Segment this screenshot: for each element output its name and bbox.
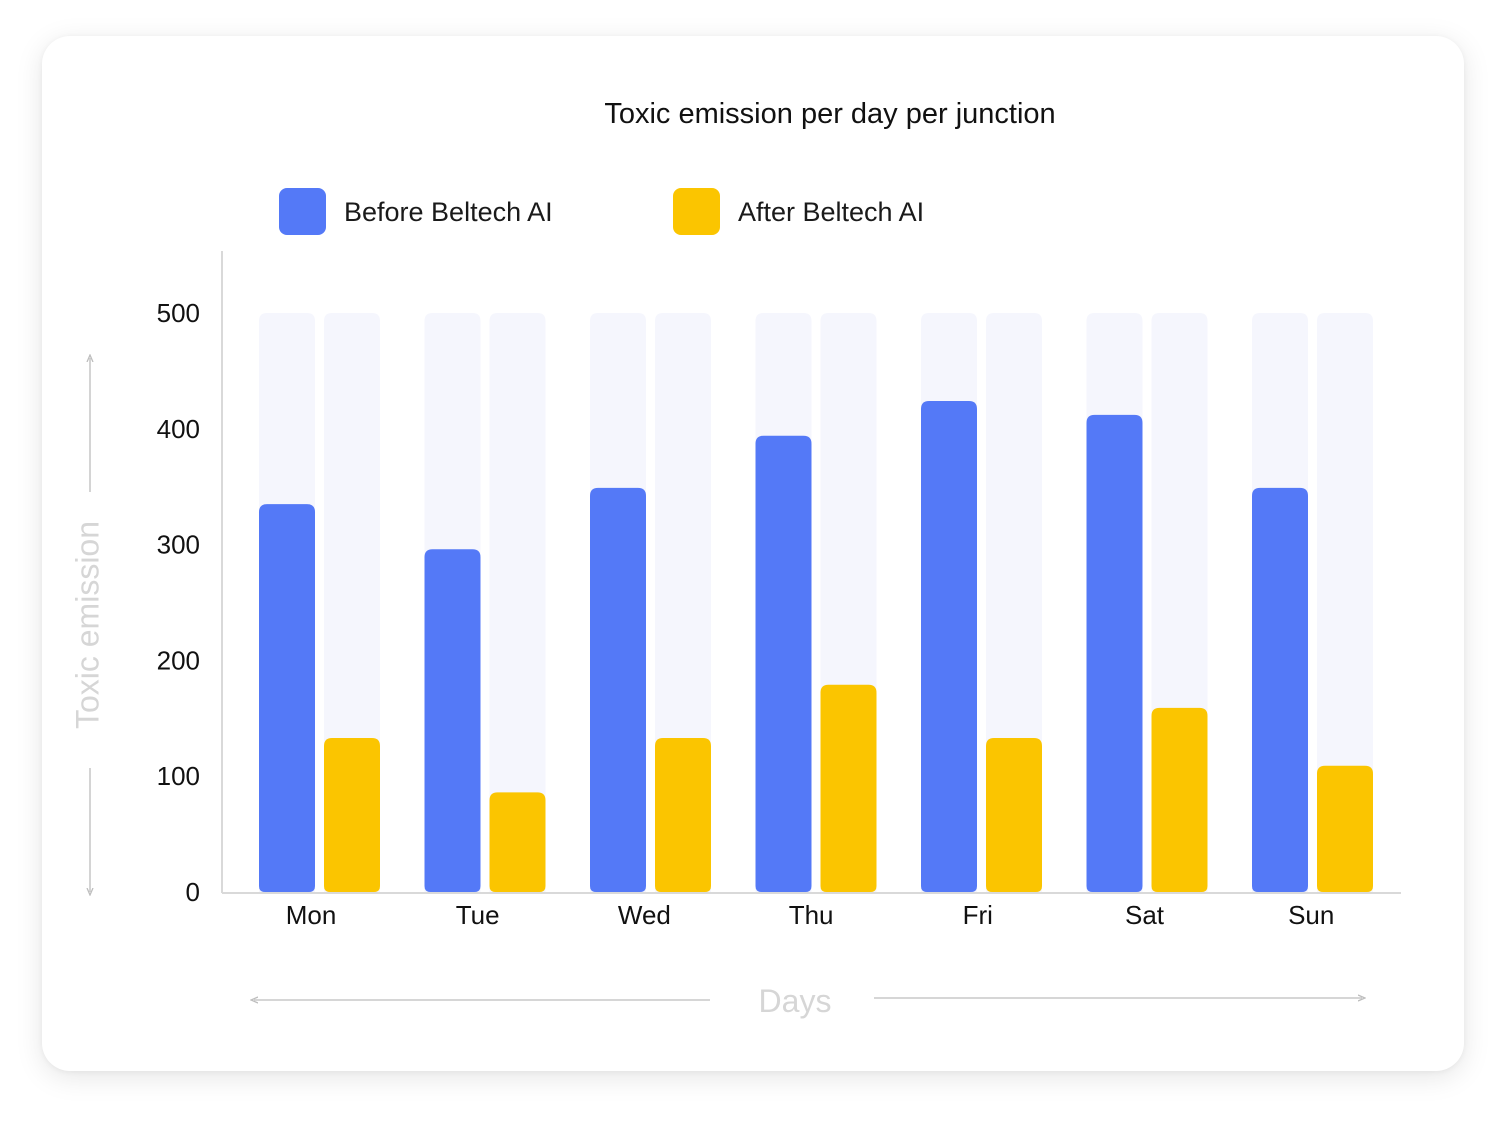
x-axis-label: Days [759,983,832,1019]
chart-title: Toxic emission per day per junction [604,98,1055,130]
bar-after-sat [1151,707,1208,892]
bar-after-sun [1317,765,1373,892]
bar-before-mon [259,504,315,892]
x-tick-label: Mon [286,900,337,930]
bar-group-sat [1086,313,1208,892]
bar-before-tue [424,549,481,892]
x-tick-label: Tue [456,900,500,930]
x-tick-label: Fri [963,900,993,930]
bar-track [489,313,546,892]
legend-label-after: After Beltech AI [738,197,924,227]
x-tick-label: Wed [618,900,671,930]
x-tick-label: Thu [789,900,834,930]
y-tick-label: 300 [157,530,200,560]
legend-swatch-before [279,188,326,235]
bar-group-sun [1252,313,1373,892]
y-tick-label: 200 [157,645,200,675]
bar-before-fri [921,401,977,892]
bar-before-wed [590,487,646,892]
bar-group-mon [259,313,380,892]
bar-after-fri [986,737,1042,892]
legend: Before Beltech AI After Beltech AI [279,188,924,235]
y-tick-label: 400 [157,414,200,444]
x-axis-label-group: Days [254,983,1362,1019]
y-tick-label: 500 [157,298,200,328]
legend-swatch-after [673,188,720,235]
bar-groups [259,313,1373,892]
y-tick-label: 100 [157,761,200,791]
bar-before-sat [1086,414,1143,892]
bar-after-thu [820,684,877,892]
bar-after-wed [655,737,711,892]
y-axis-label-group: Toxic emission [69,358,105,892]
legend-label-before: Before Beltech AI [344,197,553,227]
y-tick-label: 0 [186,877,200,907]
y-tick-labels: 0 100 200 300 400 500 [157,298,200,907]
bar-before-thu [755,435,812,892]
x-tick-labels: Mon Tue Wed Thu Fri Sat Sun [286,900,1335,930]
x-tick-label: Sun [1288,900,1334,930]
bar-group-fri [921,313,1042,892]
bar-group-wed [590,313,711,892]
x-tick-label: Sat [1125,900,1165,930]
bar-group-tue [424,313,546,892]
y-axis-label: Toxic emission [69,521,105,729]
bar-after-tue [489,792,546,892]
bar-before-sun [1252,487,1308,892]
bar-after-mon [324,737,380,892]
bar-group-thu [755,313,877,892]
bar-track [1317,313,1373,892]
